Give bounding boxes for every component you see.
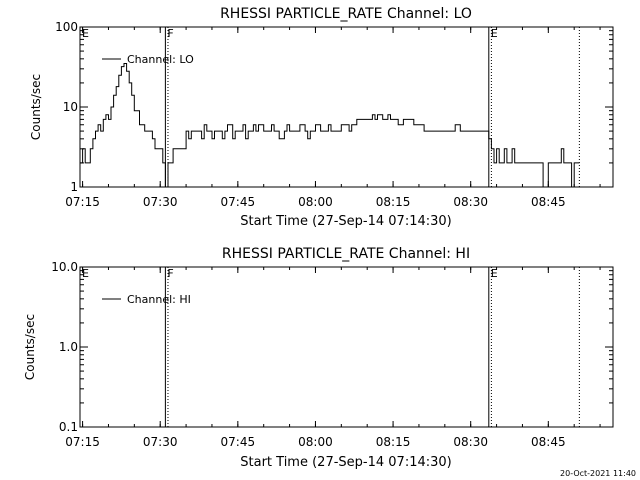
x-axis-ticks: 07:15 07:30 07:45 08:00 08:15 08:30 08:45 xyxy=(65,267,601,449)
marker-label: E xyxy=(491,267,498,280)
x-tick-label: 08:15 xyxy=(376,195,411,209)
y-tick-label: 1.0 xyxy=(59,340,78,354)
marker-label: F xyxy=(167,267,173,280)
legend-label: Channel: HI xyxy=(127,293,191,306)
chart-panel-lo: RHESSI PARTICLE_RATE Channel: LO E F E 07:… xyxy=(29,6,614,229)
x-tick-label: 07:30 xyxy=(143,195,178,209)
x-tick-label: 08:45 xyxy=(531,195,566,209)
y-axis-ticks: 0.1 1.0 10.0 xyxy=(51,260,613,434)
x-tick-label: 08:00 xyxy=(298,435,333,449)
y-axis-label: Counts/sec xyxy=(29,74,43,140)
y-tick-label: 0.1 xyxy=(59,420,78,434)
x-tick-label: 08:00 xyxy=(298,195,333,209)
x-tick-label: 07:15 xyxy=(65,195,100,209)
y-axis-ticks: 1 10 100 xyxy=(55,20,613,194)
x-axis-ticks: 07:15 07:30 07:45 08:00 08:15 08:30 08:45 xyxy=(65,27,601,209)
y-tick-label: 10 xyxy=(63,100,78,114)
x-tick-label: 07:15 xyxy=(65,435,100,449)
chart-title: RHESSI PARTICLE_RATE Channel: LO xyxy=(220,6,472,22)
x-tick-label: 07:30 xyxy=(143,435,178,449)
x-axis-label: Start Time (27-Sep-14 07:14:30) xyxy=(240,214,451,229)
x-tick-label: 08:45 xyxy=(531,435,566,449)
chart-title: RHESSI PARTICLE_RATE Channel: HI xyxy=(222,246,470,262)
marker-label: E xyxy=(491,27,498,40)
x-tick-label: 08:30 xyxy=(453,195,488,209)
legend-label: Channel: LO xyxy=(127,53,194,66)
marker-label: E xyxy=(82,27,89,40)
x-axis-label: Start Time (27-Sep-14 07:14:30) xyxy=(240,455,451,470)
footer-timestamp: 20-Oct-2021 11:40 xyxy=(560,469,636,478)
marker-label: E xyxy=(82,267,89,280)
y-axis-label: Counts/sec xyxy=(23,314,37,380)
x-tick-label: 07:45 xyxy=(221,195,256,209)
chart-panel-hi: RHESSI PARTICLE_RATE Channel: HI E F E 07:… xyxy=(23,246,614,470)
y-tick-label: 100 xyxy=(55,20,78,34)
y-tick-label: 1 xyxy=(70,180,78,194)
x-tick-label: 07:45 xyxy=(221,435,256,449)
series-line-lo xyxy=(80,63,580,188)
x-tick-label: 08:15 xyxy=(376,435,411,449)
x-tick-label: 08:30 xyxy=(453,435,488,449)
marker-label: F xyxy=(167,27,173,40)
y-tick-label: 10.0 xyxy=(51,260,78,274)
